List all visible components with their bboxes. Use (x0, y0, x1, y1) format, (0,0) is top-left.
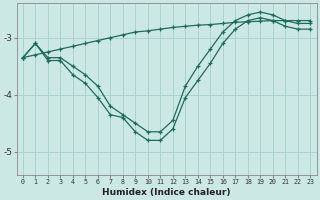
X-axis label: Humidex (Indice chaleur): Humidex (Indice chaleur) (102, 188, 231, 197)
